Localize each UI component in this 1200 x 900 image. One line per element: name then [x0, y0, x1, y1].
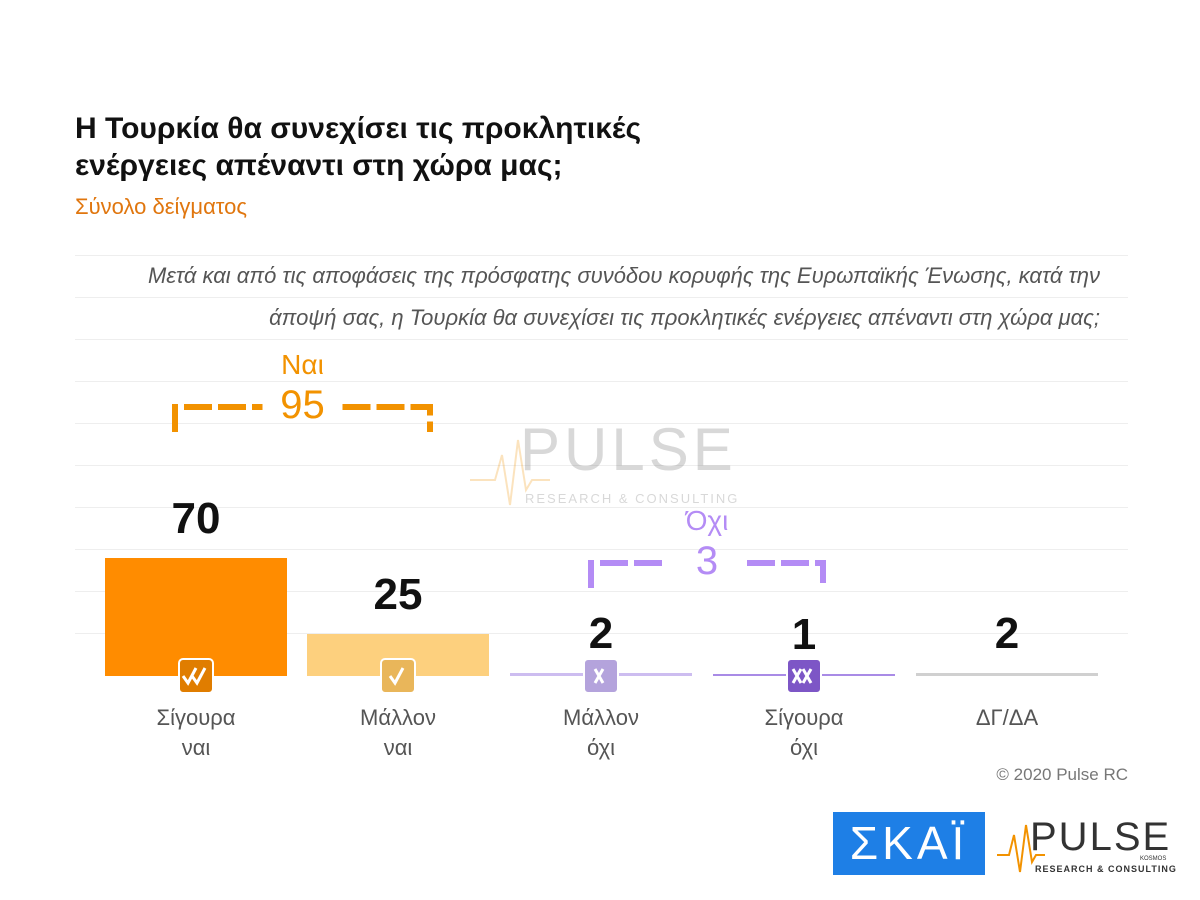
value-label: 2: [588, 608, 614, 658]
answer-icon: [583, 658, 619, 694]
value-label: 2: [994, 608, 1020, 658]
background-line: [75, 633, 1128, 634]
group-total: 95: [280, 383, 325, 427]
background-line: [75, 255, 1128, 256]
category-label: Μάλλον όχι: [563, 705, 639, 760]
chart-title: Η Τουρκία θα συνεχίσει τις προκλητικές ε…: [75, 112, 642, 182]
answer-icon: [178, 658, 214, 694]
background-line: [75, 297, 1128, 298]
group-label: Ναι: [281, 349, 324, 380]
source: © 2020 Pulse RC: [996, 765, 1128, 784]
background-line: [75, 423, 1128, 424]
watermark-tagline: RESEARCH & CONSULTING: [525, 491, 739, 506]
background-line: [75, 549, 1128, 550]
background-line: [75, 507, 1128, 508]
category-label: Σίγουρα ναι: [156, 705, 236, 760]
group-total: 3: [695, 539, 719, 583]
chart-subtitle: Σύνολο δείγματος: [75, 194, 248, 219]
bar: [916, 672, 1098, 676]
background-line: [75, 381, 1128, 382]
category-label: Μάλλον ναι: [360, 705, 436, 760]
bar: [105, 557, 287, 676]
group-label: Όχι: [685, 505, 729, 536]
watermark: PULSE RESEARCH & CONSULTING: [470, 416, 739, 506]
background-line: [75, 339, 1128, 340]
value-label: 25: [373, 569, 423, 619]
pollster-logo: PULSE KOSMOS RESEARCH & CONSULTING: [997, 815, 1177, 874]
question-text: Μετά και από τις αποφάσεις της πρόσφατης…: [147, 263, 1100, 330]
pollster-name: PULSE: [1030, 815, 1171, 859]
answer-icon: [380, 658, 416, 694]
category-label: ΔΓ/ΔΑ: [975, 705, 1039, 730]
broadcaster-logo: ΣΚΑΪ: [833, 812, 985, 875]
value-label: 70: [171, 493, 221, 543]
value-label: 1: [791, 610, 817, 660]
background-line: [75, 465, 1128, 466]
answer-icon: [786, 658, 822, 694]
background-line: [75, 591, 1128, 592]
pollster-mark: KOSMOS: [1140, 856, 1166, 862]
category-label: Σίγουρα όχι: [764, 705, 844, 760]
pollster-tagline: RESEARCH & CONSULTING: [1035, 864, 1177, 874]
watermark-text: PULSE: [520, 416, 737, 483]
